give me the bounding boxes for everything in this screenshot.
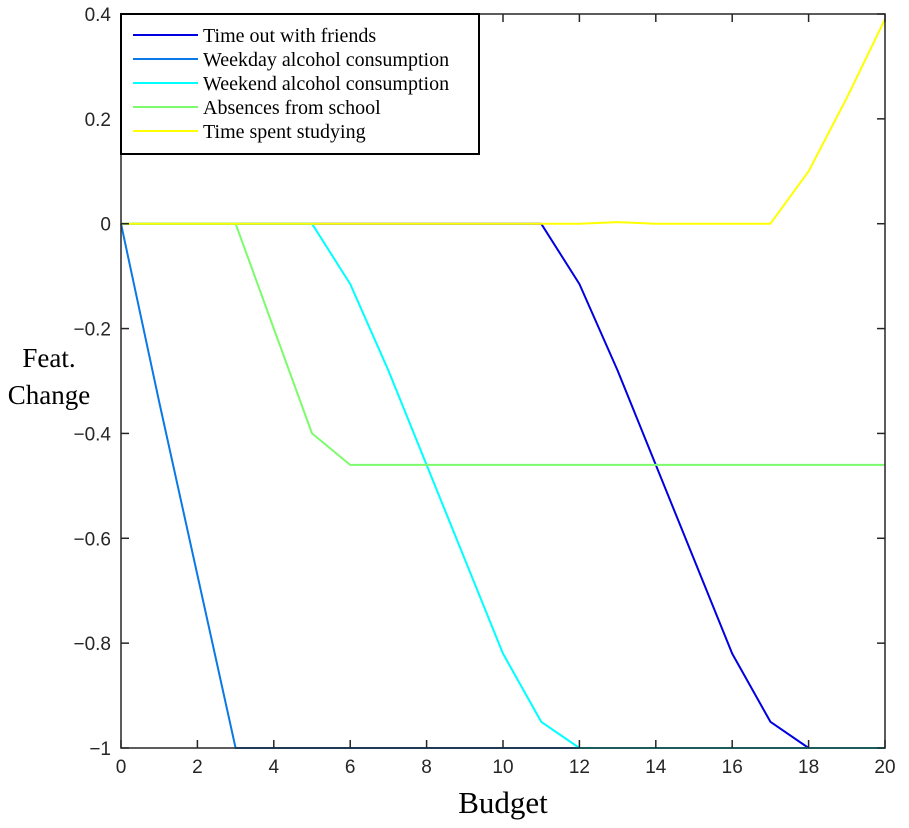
legend-label: Time out with friends (203, 25, 376, 47)
y-tick-labels: −1 −0.8 −0.6 −0.4 −0.2 0 0.2 0.4 (73, 5, 111, 760)
y-tick-label: 0.4 (85, 5, 112, 26)
x-tick-label: 20 (874, 757, 895, 778)
x-tick-label: 14 (645, 757, 667, 778)
series-line-3 (121, 222, 885, 466)
x-tick-label: 12 (569, 757, 590, 778)
y-axis-label-line-2: Change (8, 380, 90, 410)
legend-label: Weekend alcohol consumption (203, 73, 449, 95)
x-tick-label: 10 (492, 757, 513, 778)
y-tick-label: −0.2 (73, 320, 111, 341)
x-tick-label: 18 (798, 757, 819, 778)
y-tick-label: −0.4 (73, 424, 111, 445)
y-tick-label: −1 (89, 739, 111, 760)
legend-label: Weekday alcohol consumption (203, 49, 449, 71)
x-tick-label: 0 (116, 757, 127, 778)
legend-label: Time spent studying (203, 121, 366, 143)
x-tick-label: 8 (421, 757, 432, 778)
x-axis-label: Budget (458, 785, 548, 820)
x-tick-labels: 0 2 4 6 8 10 12 14 16 18 20 (116, 757, 896, 778)
series-line-4 (121, 18, 886, 225)
y-axis-label-line-1: Feat. (22, 343, 75, 373)
x-tick-label: 4 (269, 757, 280, 778)
x-tick-label: 6 (345, 757, 356, 778)
x-tick-label: 2 (192, 757, 203, 778)
y-tick-label: −0.8 (73, 634, 111, 655)
y-tick-label: 0.2 (85, 110, 111, 131)
y-tick-label: −0.6 (73, 529, 111, 550)
x-tick-label: 16 (722, 757, 743, 778)
plot-frame (120, 13, 886, 749)
legend-label: Absences from school (203, 97, 381, 119)
y-tick-label: 0 (100, 215, 111, 236)
